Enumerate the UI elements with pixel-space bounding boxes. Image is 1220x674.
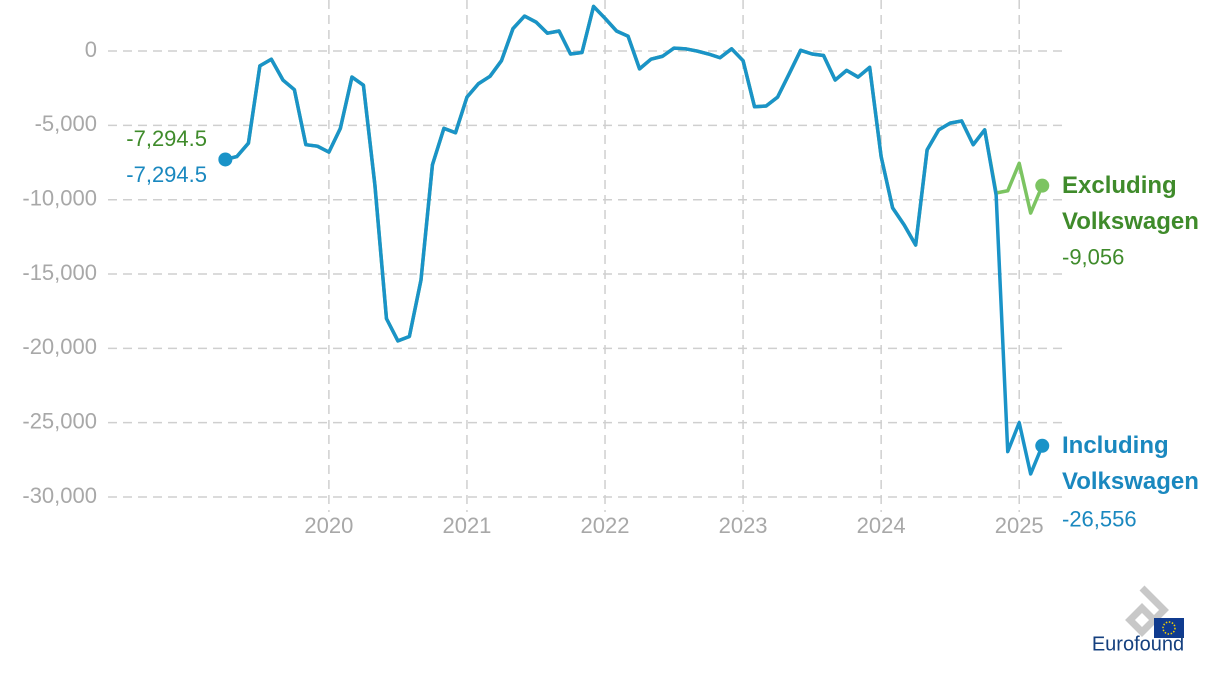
series-label: Including Volkswagen [1062, 431, 1199, 495]
end-dot [1035, 178, 1050, 193]
x-tick-label: 2025 [995, 513, 1044, 538]
end-dot [1035, 438, 1050, 453]
series-label: Excluding Volkswagen [1062, 171, 1199, 235]
value-label: -7,294.5 [126, 126, 207, 151]
value-label: -9,056 [1062, 244, 1124, 269]
logo-text: Eurofound [1092, 633, 1184, 655]
value-label: -7,294.5 [126, 162, 207, 187]
grid [108, 0, 1062, 512]
logo-icon [1125, 585, 1184, 638]
y-tick-label: -15,000 [22, 260, 97, 285]
y-tick-label: 0 [85, 37, 97, 62]
x-tick-label: 2022 [581, 513, 630, 538]
value-label: -26,556 [1062, 507, 1137, 532]
y-tick-label: -25,000 [22, 408, 97, 433]
start-dot [218, 152, 233, 167]
series-line [224, 4, 1044, 476]
y-tick-label: -5,000 [35, 111, 97, 136]
y-tick-label: -20,000 [22, 334, 97, 359]
y-tick-label: -30,000 [22, 483, 97, 508]
y-tick-label: -10,000 [22, 186, 97, 211]
x-tick-label: 2024 [857, 513, 906, 538]
x-tick-label: 2021 [442, 513, 491, 538]
x-tick-label: 2023 [719, 513, 768, 538]
x-tick-label: 2020 [304, 513, 353, 538]
